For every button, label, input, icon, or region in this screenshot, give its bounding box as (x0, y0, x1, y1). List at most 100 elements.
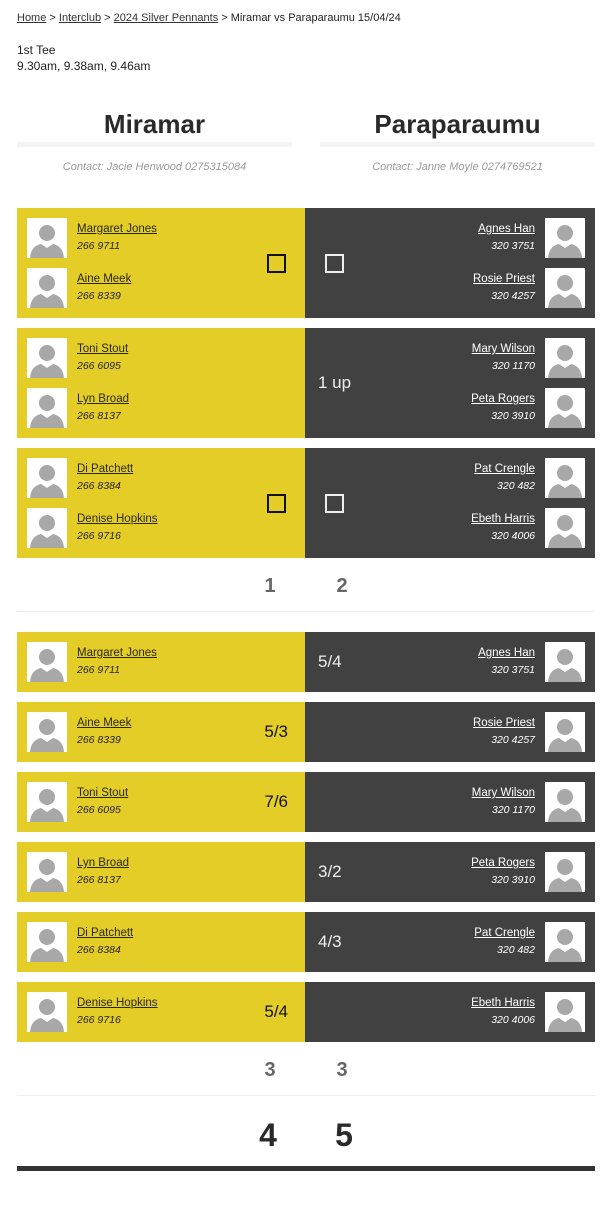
home-side: Aine Meek 266 8339 5/3 (17, 702, 305, 762)
result-checkbox[interactable] (267, 254, 286, 273)
player-name-link[interactable]: Toni Stout (77, 343, 129, 355)
result-checkbox[interactable] (267, 494, 286, 513)
singles-match: Margaret Jones 266 9711 Agnes Han 320 3751 5… (17, 632, 595, 692)
home-side: Lyn Broad 266 8137 (17, 842, 305, 902)
player: Di Patchett 266 8384 (17, 453, 305, 503)
player: Rosie Priest 320 4257 (305, 263, 595, 313)
player-info: Toni Stout 266 6095 (77, 785, 128, 819)
teams-header: Miramar Contact: Jacie Henwood 027531508… (17, 106, 595, 173)
avatar-icon (27, 508, 67, 548)
avatar-icon (545, 388, 585, 428)
player-name-link[interactable]: Rosie Priest (473, 273, 535, 285)
foursome-match: Margaret Jones 266 9711 Aine Meek 266 8339 A… (17, 208, 595, 318)
player-name-link[interactable]: Margaret Jones (77, 647, 157, 659)
player-name-link[interactable]: Di Patchett (77, 927, 134, 939)
player-phone: 266 9711 (77, 240, 121, 252)
player-phone: 320 3751 (491, 240, 535, 252)
player-name-link[interactable]: Lyn Broad (77, 393, 129, 405)
home-total: 4 (259, 1117, 277, 1153)
player-info: Di Patchett 266 8384 (77, 925, 133, 959)
player-phone: 266 8137 (77, 874, 121, 886)
away-side: Agnes Han 320 3751 5/4 (305, 632, 595, 692)
away-side: Mary Wilson 320 1170 (305, 772, 595, 832)
home-team: Miramar Contact: Jacie Henwood 027531508… (17, 106, 292, 173)
player-phone: 320 482 (497, 944, 535, 956)
away-side: Rosie Priest 320 4257 (305, 702, 595, 762)
player-name-link[interactable]: Lyn Broad (77, 857, 129, 869)
player-name-link[interactable]: Agnes Han (478, 223, 535, 235)
player-info: Lyn Broad 266 8137 (77, 391, 129, 425)
player-phone: 266 9716 (77, 1014, 121, 1026)
player-name-link[interactable]: Ebeth Harris (471, 997, 535, 1009)
player-info: Pat Crengle 320 482 (474, 461, 535, 495)
player-info: Rosie Priest 320 4257 (473, 271, 535, 305)
singles-match: Aine Meek 266 8339 5/3 Rosie Priest 320 4257 (17, 702, 595, 762)
player-info: Margaret Jones 266 9711 (77, 645, 157, 679)
team-name: Paraparaumu (374, 109, 541, 139)
player-info: Mary Wilson 320 1170 (472, 785, 535, 819)
breadcrumb-home[interactable]: Home (17, 12, 47, 24)
player-phone: 266 8384 (77, 944, 121, 956)
player-phone: 266 6095 (77, 804, 121, 816)
player-name-link[interactable]: Peta Rogers (471, 393, 535, 405)
player-phone: 266 8339 (77, 290, 121, 302)
player: Mary Wilson 320 1170 (305, 333, 595, 383)
avatar-icon (545, 508, 585, 548)
player-name-link[interactable]: Peta Rogers (471, 857, 535, 869)
match-result: 4/3 (318, 932, 342, 951)
result-checkbox[interactable] (325, 494, 344, 513)
player: Toni Stout 266 6095 (17, 333, 305, 383)
avatar-icon (27, 992, 67, 1032)
player-info: Toni Stout 266 6095 (77, 341, 128, 375)
singles-match: Lyn Broad 266 8137 Peta Rogers 320 3910 3/2 (17, 842, 595, 902)
player: Agnes Han 320 3751 (305, 213, 595, 263)
player: Margaret Jones 266 9711 (17, 637, 305, 687)
away-side: Peta Rogers 320 3910 3/2 (305, 842, 595, 902)
home-side: Di Patchett 266 8384 (17, 912, 305, 972)
avatar-icon (27, 458, 67, 498)
avatar-icon (545, 458, 585, 498)
team-name: Miramar (103, 109, 206, 139)
breadcrumb-competition[interactable]: 2024 Silver Pennants (113, 12, 219, 24)
player-name-link[interactable]: Denise Hopkins (77, 513, 158, 525)
player-name-link[interactable]: Mary Wilson (471, 787, 535, 799)
player-name-link[interactable]: Rosie Priest (473, 717, 535, 729)
away-total: 5 (335, 1117, 353, 1153)
player-name-link[interactable]: Margaret Jones (77, 223, 157, 235)
result-checkbox[interactable] (325, 254, 344, 273)
match-result: 7/6 (264, 792, 288, 811)
player-name-link[interactable]: Denise Hopkins (77, 997, 158, 1009)
match-result: 5/3 (264, 722, 288, 741)
player-info: Pat Crengle 320 482 (474, 925, 535, 959)
avatar-icon (27, 642, 67, 682)
player: Peta Rogers 320 3910 (305, 847, 595, 897)
away-side: Pat Crengle 320 482 4/3 (305, 912, 595, 972)
match-page: Home > Interclub > 2024 Silver Pennants … (17, 0, 595, 1171)
avatar-icon (545, 218, 585, 258)
avatar-icon (27, 922, 67, 962)
breadcrumb-current: Miramar vs Paraparaumu 15/04/24 (230, 12, 401, 24)
home-score: 1 (264, 575, 276, 597)
home-side: Denise Hopkins 266 9716 5/4 (17, 982, 305, 1042)
player-name-link[interactable]: Aine Meek (77, 717, 132, 729)
player-name-link[interactable]: Di Patchett (77, 463, 134, 475)
foursome-match: Di Patchett 266 8384 Denise Hopkins 266 971… (17, 448, 595, 558)
player-name-link[interactable]: Ebeth Harris (471, 513, 535, 525)
player-name-link[interactable]: Pat Crengle (474, 463, 535, 475)
avatar-icon (545, 852, 585, 892)
player-name-link[interactable]: Toni Stout (77, 787, 129, 799)
team-contact: Contact: Janne Moyle 0274769521 (372, 161, 543, 173)
match-result: 1 up (318, 373, 352, 392)
player-name-link[interactable]: Agnes Han (478, 647, 535, 659)
player-name-link[interactable]: Aine Meek (77, 273, 132, 285)
player: Ebeth Harris 320 4006 (305, 987, 595, 1037)
player-name-link[interactable]: Pat Crengle (474, 927, 535, 939)
player-phone: 266 8384 (77, 480, 121, 492)
player: Pat Crengle 320 482 (305, 453, 595, 503)
player: Ebeth Harris 320 4006 (305, 503, 595, 553)
player-name-link[interactable]: Mary Wilson (471, 343, 535, 355)
player: Rosie Priest 320 4257 (305, 707, 595, 757)
breadcrumb-interclub[interactable]: Interclub (58, 12, 102, 24)
player-info: Rosie Priest 320 4257 (473, 715, 535, 749)
